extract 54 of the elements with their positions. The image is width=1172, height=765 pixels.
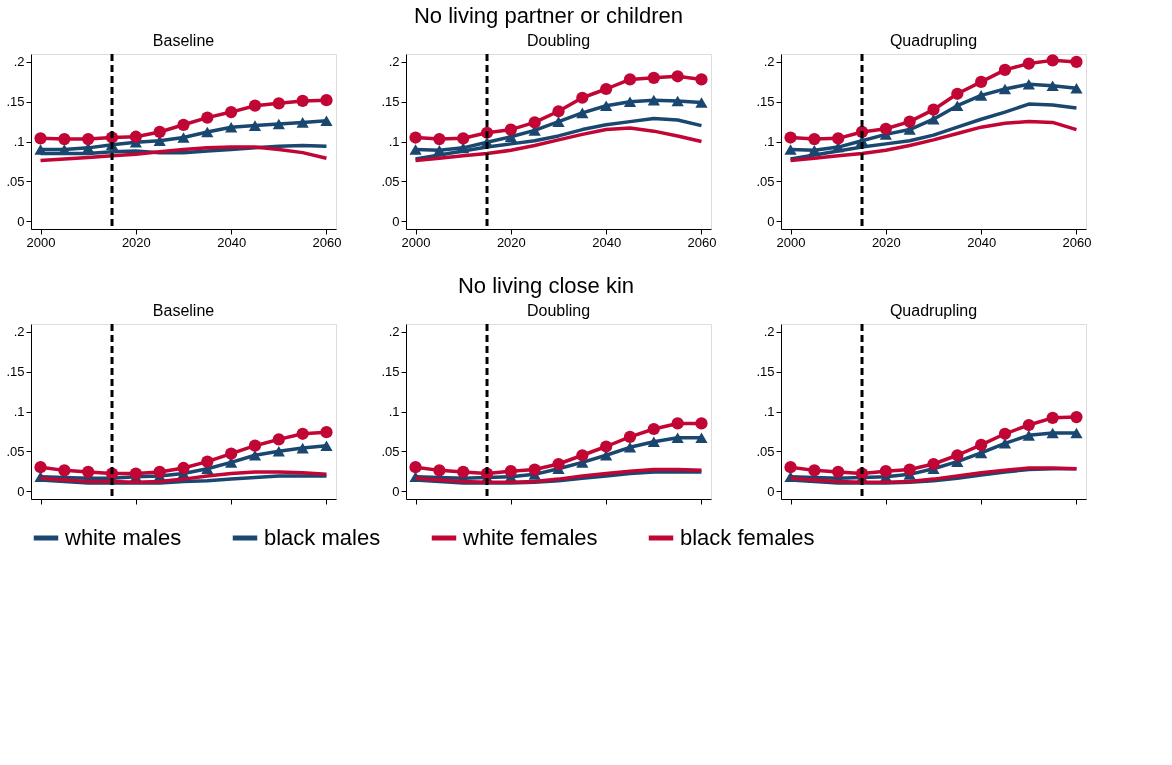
y-tick-label: 0 [392, 483, 400, 499]
y-tick-label: .1 [763, 404, 775, 419]
x-tick-label: 2020 [871, 234, 901, 250]
text: No living partner or children [413, 3, 683, 28]
y-tick-label: .15 [756, 94, 775, 110]
chart-title: Quadrupling [889, 31, 978, 49]
y-tick-label: .1 [388, 134, 400, 149]
chart-title: Doubling [526, 31, 591, 49]
y-tick-label: 0 [767, 483, 775, 499]
chart-title: Baseline [152, 31, 215, 49]
y-tick-label: .1 [388, 404, 400, 419]
x-tick-label: 2000 [776, 234, 806, 250]
x-tick-label: 2020 [496, 234, 526, 250]
y-tick-label: 0 [767, 213, 775, 229]
x-tick-label: 2000 [26, 234, 56, 250]
x-tick-label: 2040 [592, 234, 622, 250]
y-tick-label: .2 [388, 54, 400, 70]
chart-title: Baseline [152, 301, 215, 319]
y-tick-label: .2 [13, 324, 25, 340]
y-tick-label: .15 [756, 364, 775, 380]
x-tick-label: 2000 [401, 234, 431, 250]
y-tick-label: .05 [6, 173, 25, 189]
legend-label: white females [462, 525, 598, 550]
x-tick-label: 2060 [687, 234, 717, 250]
y-tick-label: .15 [6, 364, 25, 380]
legend-label: black females [680, 525, 815, 550]
y-tick-label: .2 [13, 54, 25, 70]
legend-label: white males [64, 525, 182, 550]
y-tick-label: .05 [756, 173, 775, 189]
y-tick-label: .05 [6, 443, 25, 459]
y-tick-label: .05 [381, 443, 400, 459]
x-tick-label: 2040 [217, 234, 247, 250]
x-tick-label: 2060 [1062, 234, 1092, 250]
chart-title: Doubling [526, 301, 591, 319]
y-tick-label: .15 [381, 364, 400, 380]
y-tick-label: 0 [392, 213, 400, 229]
legend-label: black males [264, 525, 381, 550]
y-tick-label: .1 [763, 134, 775, 149]
text: No living close kin [457, 273, 634, 298]
y-tick-label: .1 [13, 134, 25, 149]
y-tick-label: 0 [17, 213, 25, 229]
y-tick-label: .05 [756, 443, 775, 459]
y-tick-label: .15 [381, 94, 400, 110]
y-tick-label: .05 [381, 173, 400, 189]
y-tick-label: .2 [388, 324, 400, 340]
x-tick-label: 2020 [121, 234, 151, 250]
chart-title: Quadrupling [889, 301, 978, 319]
y-tick-label: .1 [13, 404, 25, 419]
y-tick-label: .15 [6, 94, 25, 110]
y-tick-label: .2 [763, 54, 775, 70]
y-tick-label: 0 [17, 483, 25, 499]
x-tick-label: 2060 [312, 234, 342, 250]
y-tick-label: .2 [763, 324, 775, 340]
x-tick-label: 2040 [967, 234, 997, 250]
